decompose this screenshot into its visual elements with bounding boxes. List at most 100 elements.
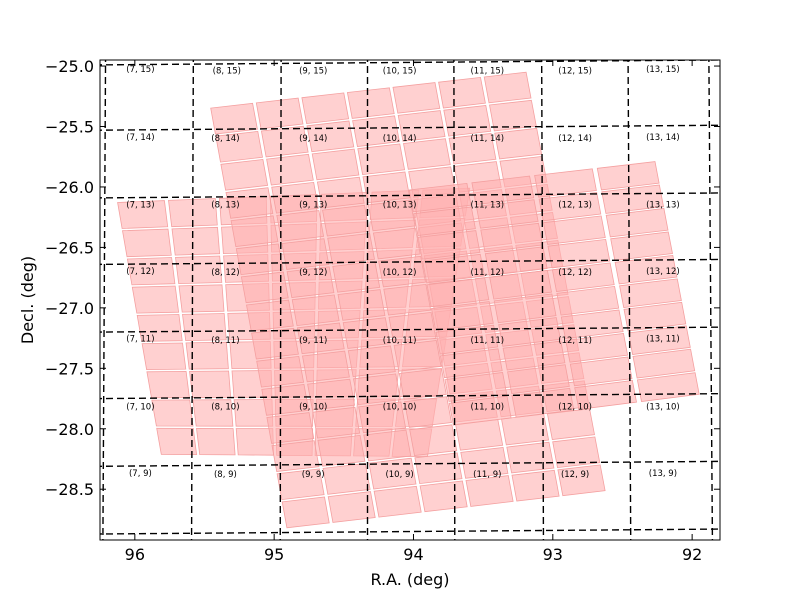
ccd-chip-2-8-1 [507,364,570,395]
ccd-chip-1-7-2 [337,289,386,321]
ccd-chip-2-0-3 [596,161,660,191]
tile-label: (7, 12) [126,267,154,277]
y-tick-label: −26.5 [45,238,94,257]
ccd-chip-0-8-1 [196,427,236,456]
ccd-chip-2-7-2 [565,333,629,363]
ccd-chip-2-1-0 [413,206,476,236]
ccd-chip-2-7-0 [439,348,503,379]
tile-boundary-vertical [102,60,107,540]
tile-label: (10, 13) [383,201,417,211]
ccd-chip-2-1-3 [601,184,664,214]
ccd-chip-1-12-6 [546,408,595,440]
ccd-chip-1-7-3 [383,283,432,316]
ccd-chip-1-14-6 [557,464,606,497]
tile-label: (8, 9) [214,470,237,480]
ccd-chip-2-6-2 [560,309,624,340]
tile-label: (9, 11) [299,336,327,346]
ccd-chip-2-5-3 [619,278,682,308]
tile-label: (13, 13) [646,201,680,211]
ccd-chip-1-2-4 [403,138,451,170]
tile-label: (12, 11) [558,336,592,346]
tile-label: (7, 10) [126,402,154,412]
ccd-chip-2-5-1 [493,293,557,324]
ccd-chip-1-6-0 [240,271,289,304]
ccd-chip-0-5-1 [185,341,229,370]
ccd-chip-1-2-2 [311,148,360,181]
ccd-chip-1-12-1 [317,434,366,467]
tile-boundary-vertical [540,60,545,540]
tile-labels: (7, 15) (8, 15) (9, 15) (10, 15) (11, 15) (12… [126,65,679,480]
ccd-chip-1-2-5 [448,133,497,165]
x-tick-label: 93 [543,545,563,564]
y-tick-label: −26.0 [45,178,94,197]
ccd-chip-1-5-1 [281,238,330,270]
ccd-chip-0-6-1 [189,370,232,399]
x-axis-title: R.A. (deg) [370,570,449,589]
ccd-chip-1-10-1 [307,378,356,411]
y-tick-label: −25.0 [45,57,94,76]
ccd-chip-1-13-1 [322,463,371,495]
tile-label: (10, 12) [383,268,417,278]
ccd-chip-2-2-0 [417,230,481,260]
ccd-chip-1-11-1 [312,406,361,439]
tile-label: (8, 14) [211,134,239,144]
ccd-chip-1-14-1 [327,491,376,523]
ccd-chip-2-3-3 [610,231,673,261]
y-tick-label: −25.5 [45,117,94,136]
ccd-chip-1-1-5 [443,105,492,137]
plot-frame [99,59,721,541]
ccd-chip-1-10-3 [398,368,447,400]
tile-label: (7, 9) [129,469,152,479]
ccd-chip-1-12-2 [363,429,412,462]
ccd-chip-2-2-3 [605,208,669,238]
x-tick-label: 95 [264,545,284,564]
tile-label: (13, 15) [646,65,680,75]
ccd-chip-1-12-3 [409,424,458,456]
tile-label: (9, 12) [299,268,327,278]
ccd-chip-1-3-3 [362,171,411,204]
survey-footprint [117,71,700,529]
ccd-chip-0-8-0 [156,427,198,456]
tile-label: (9, 9) [302,470,325,480]
ccd-chip-2-0-2 [534,168,597,198]
ccd-chip-0-1-0 [122,228,172,258]
tile-label: (11, 14) [470,134,504,144]
tile-label: (10, 11) [383,336,417,346]
ccd-chip-1-14-4 [465,475,514,507]
tile-label: (12, 15) [558,66,592,76]
x-tick-label: 94 [403,545,423,564]
ccd-chip-1-11-0 [266,412,315,444]
ccd-chip-1-3-2 [316,176,365,209]
ccd-chip-1-8-3 [388,311,437,344]
tile-label: (13, 10) [646,402,680,412]
ccd-chip-1-4-2 [322,204,370,237]
ccd-chip-2-7-3 [628,325,691,355]
ccd-chip-1-0-6 [483,71,532,104]
tile-label: (10, 14) [383,134,417,144]
ccd-chip-1-0-4 [392,82,441,114]
ccd-chip-1-4-0 [230,215,279,247]
tile-label: (12, 9) [561,470,589,480]
y-tick-label: −27.0 [45,299,94,318]
tile-label: (11, 13) [470,201,504,211]
tile-label: (7, 15) [126,65,154,75]
ccd-chip-1-12-5 [501,413,550,446]
tile-label: (9, 10) [299,402,327,412]
ccd-chip-2-1-1 [475,199,539,229]
ccd-chip-2-8-3 [632,348,696,379]
tile-boundary-horizontal [100,60,720,66]
tile-label: (11, 12) [470,268,504,278]
ccd-chip-1-1-3 [352,115,400,147]
ccd-chip-1-4-1 [276,210,325,242]
tile-label: (11, 9) [473,470,501,480]
tile-label: (11, 11) [470,336,504,346]
ccd-chip-1-11-2 [358,401,407,434]
ccd-chip-1-14-0 [281,496,330,529]
ccd-chip-1-0-3 [346,87,395,119]
ccd-chip-2-0-1 [471,175,535,205]
tile-label: (11, 15) [470,66,504,76]
ccd-chip-1-14-2 [373,485,422,518]
tile-boundary-horizontal [100,392,720,400]
tile-label: (8, 15) [213,66,241,76]
ccd-chip-2-6-3 [623,301,687,332]
